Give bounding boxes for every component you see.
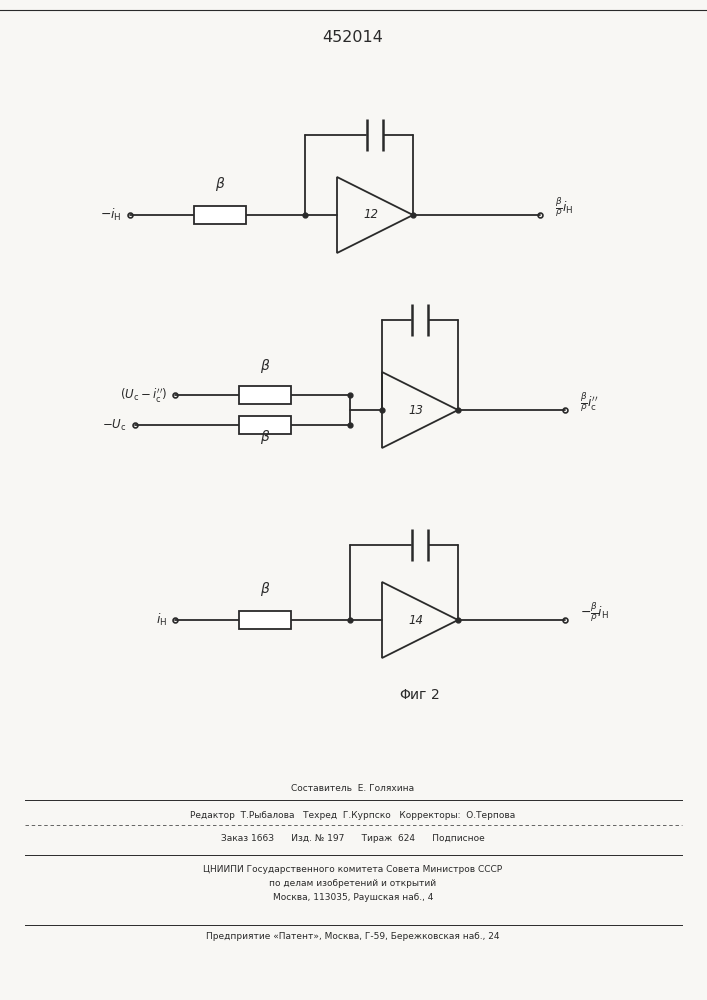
Text: $\beta$: $\beta$ <box>215 175 226 193</box>
FancyBboxPatch shape <box>194 206 246 224</box>
Text: $\beta$: $\beta$ <box>259 357 270 375</box>
Text: Заказ 166З      Изд. № 197      Тираж  624      Подписное: Заказ 166З Изд. № 197 Тираж 624 Подписно… <box>221 834 485 843</box>
Text: Редактор  Т.Рыбалова   Техред  Г.Курпско   Корректоры:  О.Терпова: Редактор Т.Рыбалова Техред Г.Курпско Кор… <box>190 811 515 820</box>
Text: Предприятие «Патент», Москва, Г-59, Бережковская наб., 24: Предприятие «Патент», Москва, Г-59, Бере… <box>206 932 500 941</box>
Text: $\beta$: $\beta$ <box>259 580 270 598</box>
Text: $-\frac{\beta}{\rho}i_{\rm H}$: $-\frac{\beta}{\rho}i_{\rm H}$ <box>580 600 609 624</box>
Text: Составитель  Е. Голяхина: Составитель Е. Голяхина <box>291 784 414 793</box>
Text: 13: 13 <box>409 403 423 416</box>
Text: 12: 12 <box>363 209 378 222</box>
Text: 14: 14 <box>409 613 423 626</box>
FancyBboxPatch shape <box>239 416 291 434</box>
Text: $i_{\rm H}$: $i_{\rm H}$ <box>156 612 167 628</box>
Text: $(U_{\rm c} - i^{\prime\prime}_{\rm c})$: $(U_{\rm c} - i^{\prime\prime}_{\rm c})$ <box>119 386 167 404</box>
FancyBboxPatch shape <box>239 386 291 404</box>
Text: ЦНИИПИ Государственного комитета Совета Министров СССР: ЦНИИПИ Государственного комитета Совета … <box>204 865 503 874</box>
Text: 452014: 452014 <box>322 30 383 45</box>
FancyBboxPatch shape <box>239 611 291 629</box>
Text: $-i_{\rm H}$: $-i_{\rm H}$ <box>100 207 122 223</box>
Text: $\frac{\beta}{\rho}i^{\prime\prime}_{\rm c}$: $\frac{\beta}{\rho}i^{\prime\prime}_{\rm… <box>580 390 598 414</box>
Text: по делам изобретений и открытий: по делам изобретений и открытий <box>269 879 436 888</box>
Text: $-U_{\rm c}$: $-U_{\rm c}$ <box>103 417 127 433</box>
Text: $\frac{\beta}{\rho}i_{\rm H}$: $\frac{\beta}{\rho}i_{\rm H}$ <box>555 195 573 219</box>
Text: Москва, 113035, Раушская наб., 4: Москва, 113035, Раушская наб., 4 <box>273 893 433 902</box>
Text: $\Phi$иг 2: $\Phi$иг 2 <box>399 688 440 702</box>
Text: $\beta$: $\beta$ <box>259 428 270 446</box>
